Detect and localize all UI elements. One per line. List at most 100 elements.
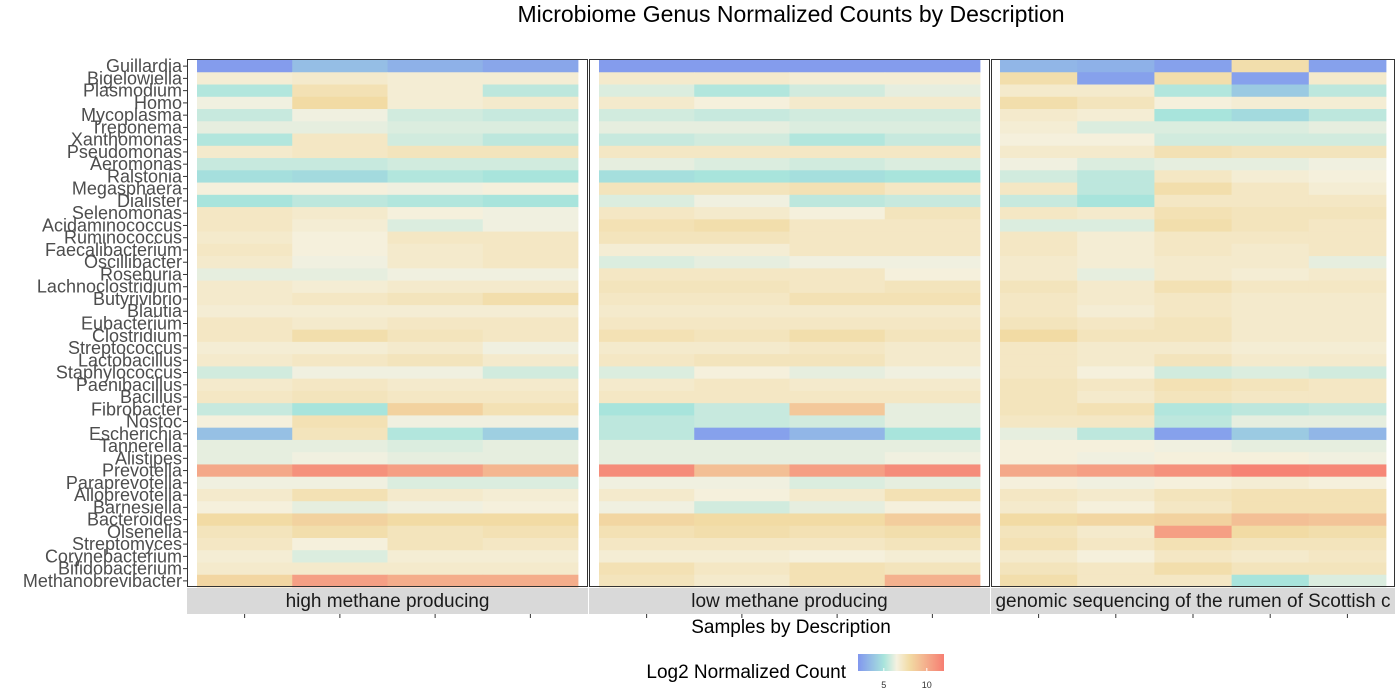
genus-label: Roseburia xyxy=(100,264,183,284)
heatmap-cell xyxy=(387,452,484,465)
heatmap-cell xyxy=(292,574,388,588)
heatmap-cell xyxy=(884,317,981,331)
genus-label: Xanthomonas xyxy=(71,130,182,150)
heatmap-cell xyxy=(694,403,790,416)
heatmap-cell xyxy=(1077,109,1155,122)
heatmap-cell xyxy=(482,415,579,429)
heatmap-cell xyxy=(789,158,886,171)
heatmap-cell xyxy=(599,550,695,563)
panel-strip-label: genomic sequencing of the rumen of Scott… xyxy=(995,591,1390,612)
heatmap-cell xyxy=(387,182,484,196)
heatmap-cell xyxy=(1231,96,1310,110)
heatmap-cell xyxy=(694,194,790,208)
genus-label: Methanobrevibacter xyxy=(23,571,182,591)
heatmap-cell xyxy=(1000,72,1078,85)
heatmap-cell xyxy=(884,452,981,465)
genus-label: Selenomonas xyxy=(72,203,182,223)
genus-label: Prevotella xyxy=(102,461,183,481)
heatmap-cell xyxy=(1308,231,1387,245)
heatmap-cell xyxy=(387,268,484,282)
genus-label: Aeromonas xyxy=(90,154,182,174)
heatmap-cell xyxy=(1154,84,1232,98)
heatmap-cell xyxy=(694,243,790,257)
heatmap-cell xyxy=(694,207,790,220)
heatmap-cell xyxy=(599,84,695,98)
heatmap-cell xyxy=(1231,366,1310,380)
heatmap-cell xyxy=(1154,537,1232,551)
panel: high methane producing xyxy=(187,59,588,618)
heatmap-cell xyxy=(1308,501,1387,514)
heatmap-cell xyxy=(292,268,388,282)
heatmap-cell xyxy=(482,219,579,232)
heatmap-cell xyxy=(197,341,293,355)
heatmap-cell xyxy=(1154,403,1232,416)
heatmap-cell xyxy=(599,60,695,73)
heatmap-cell xyxy=(599,317,695,331)
heatmap-cell xyxy=(482,525,579,539)
heatmap-cell xyxy=(482,268,579,282)
heatmap-cell xyxy=(292,439,388,453)
heatmap-cell xyxy=(482,317,579,331)
heatmap-cell xyxy=(197,317,293,331)
heatmap-cell xyxy=(197,207,293,220)
heatmap-cell xyxy=(1308,525,1387,539)
heatmap-cell xyxy=(1000,256,1078,269)
heatmap-cell xyxy=(1308,158,1387,171)
heatmap-cell xyxy=(599,378,695,392)
heatmap-cell xyxy=(292,256,388,269)
genus-label: Barnesiella xyxy=(93,497,183,517)
panel-strip-label: high methane producing xyxy=(286,591,490,612)
heatmap-cell xyxy=(1231,231,1310,245)
heatmap-cell xyxy=(1308,562,1387,576)
heatmap-cell xyxy=(789,182,886,196)
heatmap-cell xyxy=(1308,513,1387,527)
heatmap-cell xyxy=(599,562,695,576)
heatmap-cell xyxy=(1077,366,1155,380)
heatmap-cell xyxy=(1077,501,1155,514)
heatmap-cell xyxy=(884,574,981,588)
heatmap-cell xyxy=(789,194,886,208)
heatmap-cell xyxy=(1000,464,1078,478)
heatmap-cell xyxy=(197,390,293,404)
heatmap-cell xyxy=(197,525,293,539)
heatmap-cell xyxy=(1000,292,1078,306)
genus-label: Ralstonia xyxy=(107,166,183,186)
heatmap-cell xyxy=(197,476,293,490)
heatmap-cell xyxy=(599,268,695,282)
heatmap-cell xyxy=(1308,317,1387,331)
heatmap-cell xyxy=(1231,256,1310,269)
heatmap-cell xyxy=(1000,562,1078,576)
heatmap-cell xyxy=(1231,60,1310,73)
heatmap-cell xyxy=(387,341,484,355)
heatmap-cell xyxy=(292,341,388,355)
genus-label: Olsenella xyxy=(107,522,183,542)
heatmap-cell xyxy=(884,341,981,355)
heatmap-cell xyxy=(599,109,695,122)
heatmap-cell xyxy=(789,219,886,232)
heatmap-cell xyxy=(789,280,886,294)
heatmap-cell xyxy=(387,574,484,588)
heatmap-cell xyxy=(884,366,981,380)
heatmap-cell xyxy=(482,243,579,257)
heatmap-cell xyxy=(1231,305,1310,318)
heatmap-cell xyxy=(789,550,886,563)
heatmap-cell xyxy=(292,72,388,85)
heatmap-cell xyxy=(1231,182,1310,196)
heatmap-cell xyxy=(1154,182,1232,196)
heatmap-cell xyxy=(1154,476,1232,490)
genus-label: Corynebacterium xyxy=(45,546,182,566)
heatmap-cell xyxy=(1154,256,1232,269)
panel-border xyxy=(991,59,1395,587)
heatmap-cell xyxy=(599,574,695,588)
heatmap-cell xyxy=(1000,390,1078,404)
heatmap-cell xyxy=(197,415,293,429)
heatmap-cell xyxy=(292,464,388,478)
heatmap-cell xyxy=(292,280,388,294)
heatmap-cell xyxy=(884,256,981,269)
heatmap-cell xyxy=(1000,268,1078,282)
heatmap-cell xyxy=(789,390,886,404)
heatmap-cell xyxy=(482,231,579,245)
panel-border xyxy=(187,59,588,587)
heatmap-cell xyxy=(197,182,293,196)
heatmap-cell xyxy=(292,109,388,122)
